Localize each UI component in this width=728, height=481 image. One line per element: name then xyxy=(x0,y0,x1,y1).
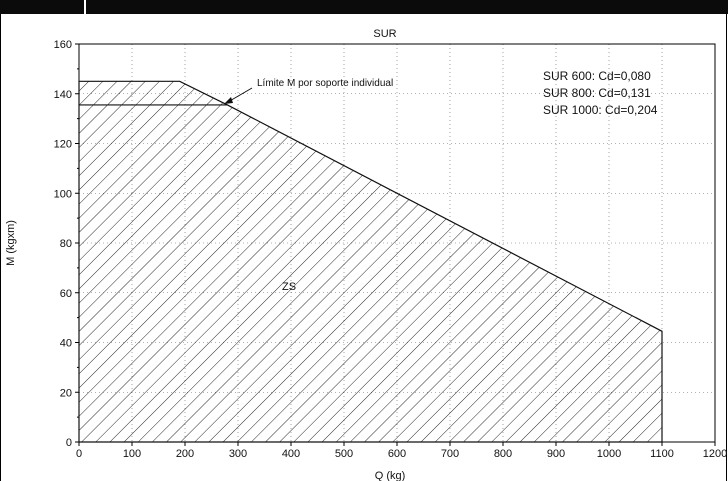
y-axis-label: M (kgxm) xyxy=(5,220,17,266)
x-tick-labels: 0 100 200 300 400 500 600 700 800 900 1000 1100 1200 xyxy=(76,448,727,460)
y-tick-labels: 0 20 40 60 80 100 120 140 160 xyxy=(54,39,72,449)
legend: SUR 600: Cd=0,080 SUR 800: Cd=0,131 SUR … xyxy=(543,69,658,117)
annotation: Límite M por soporte individual xyxy=(224,78,393,104)
y-tick-label: 60 xyxy=(60,288,72,300)
x-tick-label: 500 xyxy=(335,448,353,460)
annotation-arrowhead xyxy=(224,97,233,104)
y-tick-label: 160 xyxy=(54,39,72,51)
x-tick-label: 100 xyxy=(123,448,141,460)
y-tick-label: 140 xyxy=(54,89,72,101)
x-tick-label: 1100 xyxy=(650,448,674,460)
legend-line: SUR 600: Cd=0,080 xyxy=(543,69,651,83)
legend-line: SUR 1000: Cd=0,204 xyxy=(543,103,658,117)
chart-title: SUR xyxy=(373,28,396,40)
y-tick-label: 40 xyxy=(60,338,72,350)
x-tick-label: 600 xyxy=(388,448,406,460)
x-tick-label: 400 xyxy=(282,448,300,460)
top-bar-right xyxy=(86,0,728,14)
zs-region xyxy=(78,80,663,443)
y-tick-label: 80 xyxy=(60,238,72,250)
x-tick-label: 0 xyxy=(76,448,82,460)
x-tick-label: 700 xyxy=(441,448,459,460)
x-tick-label: 200 xyxy=(176,448,194,460)
axis-ticks xyxy=(75,43,716,446)
legend-line: SUR 800: Cd=0,131 xyxy=(543,86,651,100)
x-tick-label: 300 xyxy=(229,448,247,460)
top-bar-left xyxy=(0,0,84,14)
y-tick-label: 20 xyxy=(60,387,72,399)
y-tick-label: 100 xyxy=(54,188,72,200)
y-tick-label: 0 xyxy=(66,437,72,449)
annotation-text: Límite M por soporte individual xyxy=(257,78,393,89)
x-tick-label: 1200 xyxy=(703,448,727,460)
region-label: ZS xyxy=(282,281,296,293)
annotation-arrow-shaft xyxy=(227,87,253,103)
x-axis-label: Q (kg) xyxy=(375,470,406,481)
y-tick-label: 120 xyxy=(54,139,72,151)
x-tick-label: 900 xyxy=(547,448,565,460)
x-tick-label: 800 xyxy=(494,448,512,460)
x-tick-label: 1000 xyxy=(597,448,621,460)
figure-frame xyxy=(0,14,727,481)
